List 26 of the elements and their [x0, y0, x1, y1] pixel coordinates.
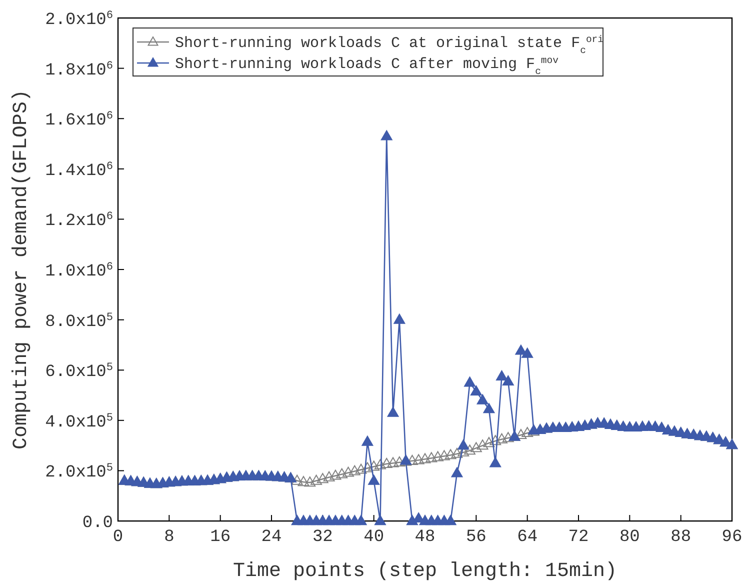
y-tick-label: 1.8x10$^{6}$	[45, 60, 113, 80]
y-tick-label: 0.0	[82, 514, 113, 533]
y-tick-label: 8.0x10$^{5}$	[45, 312, 113, 332]
x-tick-label: 0	[112, 528, 124, 547]
x-tick-label: 72	[568, 528, 589, 547]
x-tick-label: 56	[466, 528, 486, 547]
x-tick-label: 32	[312, 528, 333, 547]
x-tick-label: 88	[670, 528, 692, 547]
y-tick-label: 1.2x10$^{6}$	[45, 211, 113, 232]
x-axis-title: Time points (step length: 15min)	[232, 560, 618, 583]
x-tick-label: 24	[261, 528, 282, 547]
y-tick-label: 2.0x10$^{6}$	[45, 10, 113, 30]
x-tick-label: 80	[619, 528, 640, 547]
y-tick-label: 6.0x10$^{5}$	[45, 362, 113, 382]
y-tick-label: 4.0x10$^{5}$	[45, 412, 113, 432]
x-tick-label: 8	[164, 528, 174, 547]
y-tick-label: 1.0x10$^{6}$	[45, 262, 113, 282]
y-axis-title: Computing power demand(GFLOPS)	[10, 89, 33, 450]
x-tick-label: 16	[210, 528, 231, 547]
y-tick-label: 1.6x10$^{6}$	[45, 110, 113, 131]
x-tick-label: 48	[414, 528, 436, 547]
x-tick-label: 64	[517, 528, 538, 547]
y-tick-label: 2.0x10$^{5}$	[45, 462, 113, 483]
x-tick-label: 96	[722, 528, 742, 547]
y-tick-label: 1.4x10$^{6}$	[45, 160, 113, 181]
x-tick-label: 40	[364, 528, 384, 547]
